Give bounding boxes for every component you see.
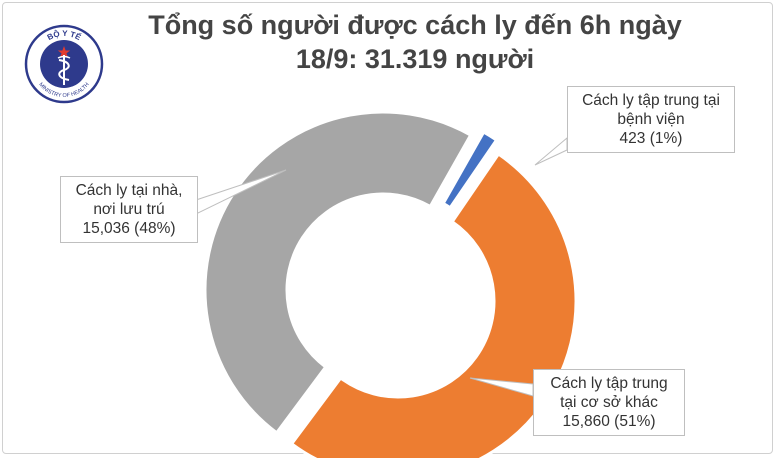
callout-pointer-hospital: [534, 136, 568, 166]
chart-title-line-1: Tổng số người được cách ly đến 6h ngày: [148, 10, 682, 40]
caduceus-emblem-icon: [57, 46, 71, 85]
chart-title: Tổng số người được cách ly đến 6h ngày 1…: [130, 8, 700, 76]
ministry-of-health-logo: BỘ Y TẾ MINISTRY OF HEALTH: [24, 24, 104, 104]
pie-slice-home: [203, 110, 473, 435]
callout-home-line-2: nơi lưu trú: [93, 201, 165, 218]
svg-text:BỘ Y TẾ: BỘ Y TẾ: [46, 29, 84, 42]
callout-hospital: Cách ly tập trung tại bệnh viện 423 (1%): [567, 86, 735, 153]
callout-other-value: 15,860 (51%): [562, 413, 656, 430]
callout-home-value: 15,036 (48%): [82, 220, 176, 237]
callout-other-line-1: Cách ly tập trung: [550, 375, 668, 392]
callout-hospital-line-1: Cách ly tập trung tại: [582, 92, 720, 109]
callout-home-line-1: Cách ly tại nhà,: [75, 182, 183, 199]
callout-hospital-line-2: bệnh viện: [617, 111, 685, 128]
logo-top-text: BỘ Y TẾ: [46, 29, 84, 42]
chart-title-line-2: 18/9: 31.319 người: [295, 44, 535, 74]
callout-home: Cách ly tại nhà, nơi lưu trú 15,036 (48%…: [60, 176, 198, 243]
callout-other-line-2: tại cơ sở khác: [560, 394, 658, 411]
callout-other-facility: Cách ly tập trung tại cơ sở khác 15,860 …: [533, 369, 685, 436]
pie-slice-hospital: [441, 130, 499, 210]
callout-hospital-value: 423 (1%): [619, 130, 683, 147]
